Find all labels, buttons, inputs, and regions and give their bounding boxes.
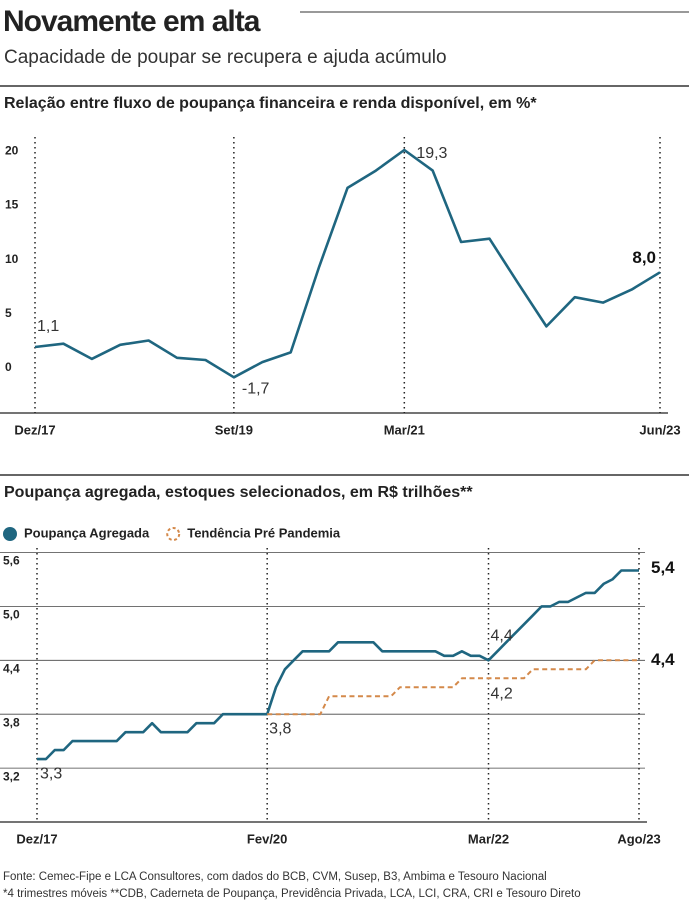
data-line <box>34 148 661 379</box>
source-note: Fonte: Cemec-Fipe e LCA Consultores, com… <box>3 871 547 883</box>
page-subtitle: Capacidade de poupar se recupera e ajuda… <box>4 47 447 68</box>
legend-label: Poupança Agregada <box>24 525 150 540</box>
data-label: -1,7 <box>242 381 270 398</box>
y-tick-label: 10 <box>5 252 19 266</box>
y-tick-label: 15 <box>5 198 19 212</box>
legend-swatch <box>3 527 17 541</box>
x-tick-label: Mar/21 <box>384 422 425 437</box>
data-label: 19,3 <box>416 145 447 162</box>
y-tick-label: 5,0 <box>3 608 20 622</box>
data-line <box>37 569 639 761</box>
y-tick-label: 3,2 <box>3 769 20 783</box>
x-tick-label: Dez/17 <box>16 831 57 846</box>
data-label: 4,4 <box>491 628 513 645</box>
x-tick-label: Ago/23 <box>617 831 660 846</box>
data-line <box>267 659 639 716</box>
data-label: 3,3 <box>40 765 62 782</box>
x-tick-label: Set/19 <box>215 422 253 437</box>
y-tick-label: 4,4 <box>3 661 20 675</box>
y-tick-label: 0 <box>5 360 12 374</box>
y-tick-label: 20 <box>5 144 19 158</box>
x-tick-label: Dez/17 <box>14 422 55 437</box>
legend-label: Tendência Pré Pandemia <box>187 525 341 540</box>
chart-title: Poupança agregada, estoques selecionados… <box>4 484 473 501</box>
data-label: 4,4 <box>651 650 675 669</box>
y-tick-label: 3,8 <box>3 715 20 729</box>
y-tick-label: 5 <box>5 306 12 320</box>
y-tick-label: 5,6 <box>3 554 20 568</box>
footnote: *4 trimestres móveis **CDB, Caderneta de… <box>3 888 581 900</box>
data-label: 8,0 <box>632 248 656 267</box>
data-label: 5,4 <box>651 558 675 577</box>
page-title: Novamente em alta <box>3 5 261 38</box>
data-label: 1,1 <box>37 318 59 335</box>
data-label: 4,2 <box>491 685 513 702</box>
chart-title: Relação entre fluxo de poupança financei… <box>4 95 537 112</box>
x-tick-label: Mar/22 <box>468 831 509 846</box>
legend-swatch <box>166 527 181 541</box>
x-tick-label: Fev/20 <box>247 831 287 846</box>
x-tick-label: Jun/23 <box>639 422 680 437</box>
data-label: 3,8 <box>269 720 291 737</box>
